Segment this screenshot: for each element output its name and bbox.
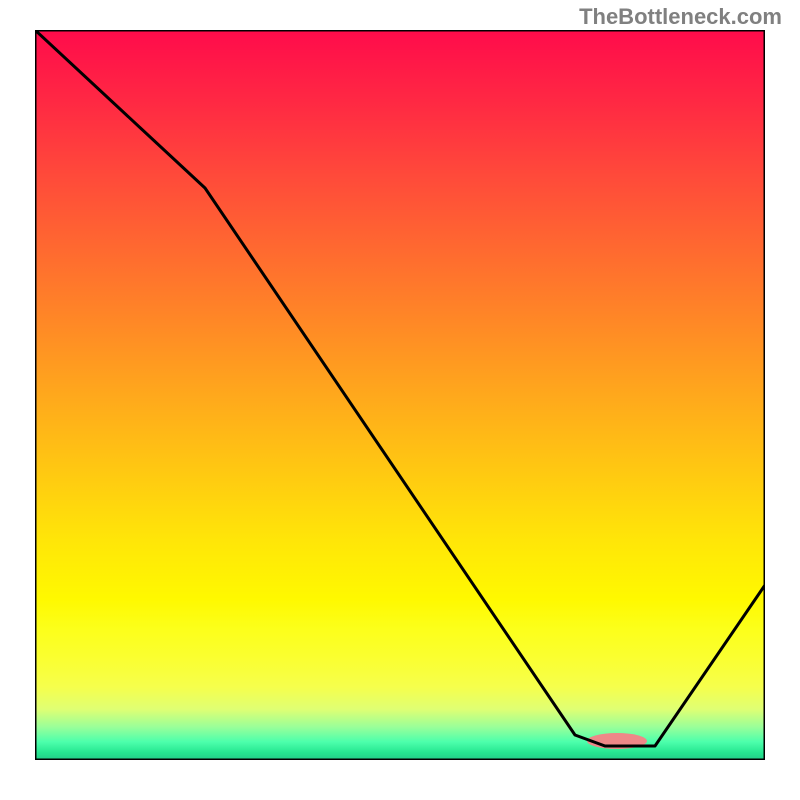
bottleneck-chart bbox=[35, 30, 765, 760]
watermark-text: TheBottleneck.com bbox=[579, 4, 782, 30]
chart-svg bbox=[35, 30, 765, 760]
chart-background bbox=[35, 30, 765, 760]
